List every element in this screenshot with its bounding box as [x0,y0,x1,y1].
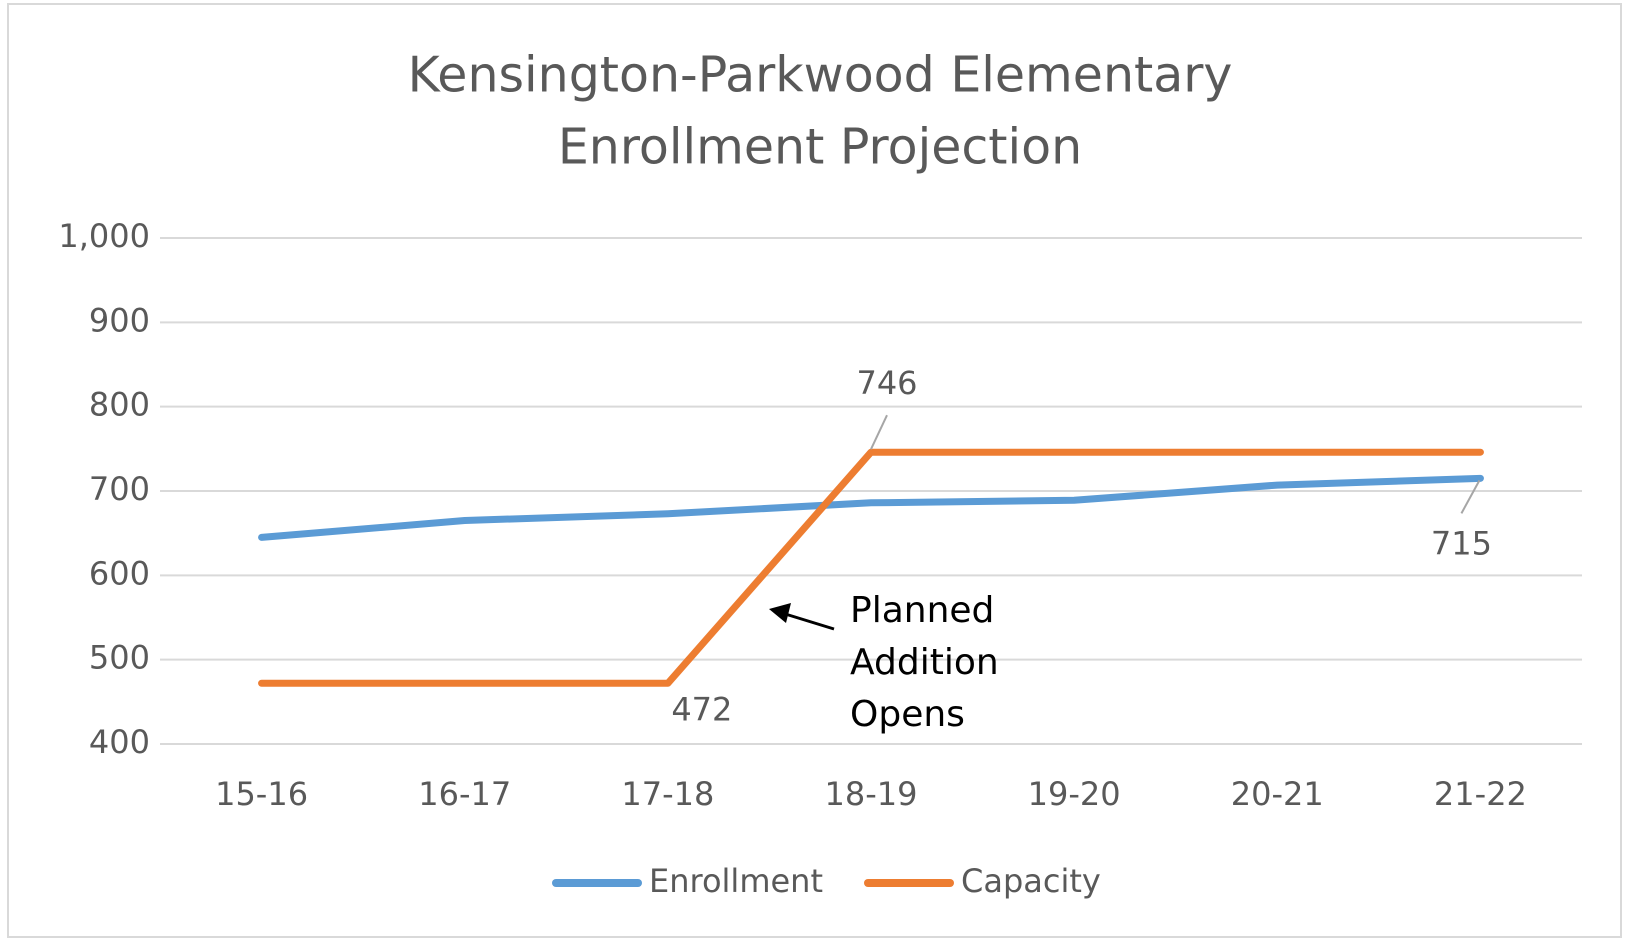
leader-line [870,414,888,450]
y-tick-label: 1,000 [58,217,150,255]
legend-label: Capacity [961,862,1101,900]
arrow-head [769,603,791,623]
legend-label: Enrollment [649,862,823,900]
annotation-text: Addition [850,642,999,683]
y-tick-label: 800 [89,386,150,424]
annotation-arrow [781,611,835,631]
data-label: 746 [856,364,917,402]
y-tick-label: 900 [89,301,150,339]
x-tick-label: 17-18 [621,775,714,813]
y-tick-label: 600 [89,554,150,592]
chart-title: Enrollment Projection [558,119,1082,176]
x-tick-label: 20-21 [1231,775,1324,813]
annotation-text: Planned [850,590,994,631]
x-tick-label: 18-19 [825,775,918,813]
y-tick-label: 700 [89,470,150,508]
y-tick-label: 500 [89,639,150,677]
x-tick-label: 15-16 [215,775,308,813]
x-tick-label: 21-22 [1434,775,1527,813]
data-label: 715 [1431,524,1492,562]
series-line [258,474,1484,541]
chart-border [7,3,1622,938]
chart-title: Kensington-Parkwood Elementary [408,47,1233,104]
leader-line [1460,479,1481,514]
x-tick-label: 19-20 [1028,775,1121,813]
annotation-text: Opens [850,694,965,735]
data-label: 472 [671,690,732,728]
series-line [258,448,1484,687]
y-tick-label: 400 [89,723,150,761]
x-tick-label: 16-17 [418,775,511,813]
